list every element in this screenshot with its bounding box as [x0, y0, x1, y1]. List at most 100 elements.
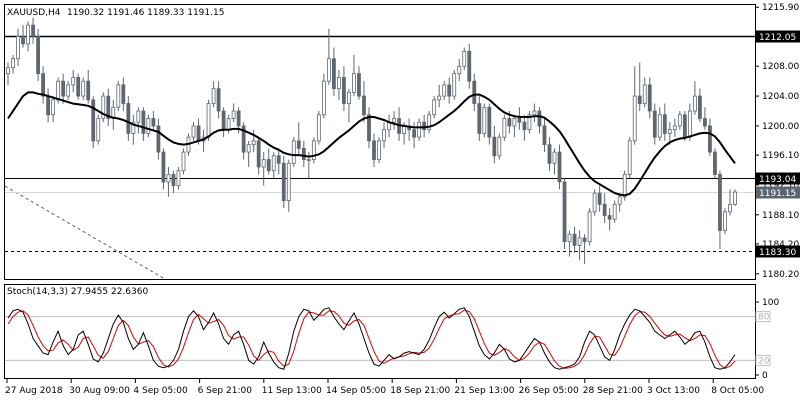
candle: [326, 28, 331, 85]
candle-body: [36, 35, 40, 75]
candle-body: [718, 174, 722, 231]
candle-body: [256, 140, 261, 168]
candle: [311, 137, 316, 164]
candle: [392, 111, 396, 130]
candle-body: [482, 106, 487, 134]
candle: [146, 114, 151, 138]
candle: [156, 118, 161, 160]
candle: [627, 137, 632, 179]
candle-body: [96, 118, 101, 142]
candle: [126, 96, 131, 141]
candle-body: [326, 58, 331, 82]
time-tick-label: 26 Sep 05:00: [519, 386, 579, 396]
candle-body: [76, 77, 81, 97]
candle: [256, 137, 261, 175]
candle: [577, 230, 582, 261]
level-badge: [756, 30, 800, 43]
candle-body: [382, 129, 386, 142]
candle: [472, 73, 477, 112]
candle-body: [457, 65, 462, 75]
candle: [452, 69, 457, 100]
candle-body: [196, 125, 201, 142]
price-tick-label: 1180.20: [762, 270, 799, 280]
candle-body: [667, 129, 672, 134]
candle-body: [91, 99, 96, 142]
time-tick-label: 6 Sep 21:00: [198, 386, 253, 396]
candle: [527, 111, 532, 134]
level-badge: [756, 245, 800, 258]
candle: [337, 69, 341, 100]
time-tick-label: 30 Aug 09:00: [69, 386, 130, 396]
candle-body: [412, 129, 417, 138]
candle: [86, 69, 91, 104]
candle: [161, 148, 166, 190]
candle: [51, 96, 56, 123]
candle-body: [602, 203, 607, 216]
candle: [537, 107, 542, 134]
candle: [462, 47, 467, 70]
price-tick-label: 1204.00: [762, 92, 799, 102]
candle: [231, 103, 236, 123]
candle-body: [733, 191, 737, 205]
candle-body: [597, 192, 602, 205]
candle-body: [427, 114, 432, 131]
candle-body: [301, 147, 306, 160]
candle-body: [261, 159, 266, 168]
candle: [36, 28, 40, 82]
candle: [427, 111, 432, 134]
candle: [467, 43, 472, 89]
time-tick-label: 4 Sep 05:00: [133, 386, 188, 396]
time-axis: 27 Aug 2018 30 Aug 09:00 4 Sep 05:00 6 Sep …: [5, 379, 764, 396]
candle: [357, 66, 361, 100]
candle-body: [372, 140, 376, 160]
candle: [632, 66, 637, 145]
candle: [497, 133, 502, 160]
candle-body: [321, 80, 326, 116]
candle-body: [692, 95, 697, 112]
candle-body: [216, 88, 221, 112]
candle-body: [617, 196, 622, 205]
candle-body: [582, 237, 587, 243]
candle: [352, 55, 356, 97]
candle: [692, 81, 697, 115]
candle: [271, 152, 276, 179]
candle-body: [271, 155, 276, 172]
candle-body: [522, 121, 527, 131]
moving-average-line: [7, 91, 736, 197]
candle: [723, 208, 727, 235]
candle: [61, 73, 66, 104]
chart-header-ohlc: 1190.32 1191.46 1189.33 1191.15: [67, 8, 224, 18]
candle: [16, 28, 20, 67]
candle: [106, 88, 111, 126]
candle-body: [291, 140, 296, 164]
candle: [447, 77, 452, 104]
candle-body: [11, 58, 15, 69]
candle: [241, 122, 246, 160]
candle: [698, 88, 702, 123]
candle-body: [151, 118, 156, 127]
candle-body: [286, 162, 291, 202]
candle-body: [517, 118, 522, 123]
candle: [66, 81, 71, 100]
candle: [171, 170, 176, 194]
candle-body: [316, 114, 321, 142]
candle-body: [432, 99, 437, 116]
candle-body: [552, 151, 557, 164]
price-tick-label: 1208.00: [762, 62, 799, 72]
candle: [291, 137, 296, 168]
candle-body: [31, 24, 35, 37]
candle: [81, 77, 86, 100]
candle-body: [562, 181, 567, 243]
candle: [477, 96, 482, 141]
candle: [582, 234, 587, 265]
candle: [382, 122, 386, 149]
candle: [437, 84, 442, 108]
candle: [116, 81, 121, 112]
candle: [457, 58, 462, 82]
candle-body: [331, 58, 336, 90]
candle-body: [708, 125, 712, 153]
candle-body: [557, 151, 562, 183]
price-pane-frame: [4, 4, 756, 280]
candle: [151, 111, 156, 130]
candle-body: [642, 84, 647, 104]
